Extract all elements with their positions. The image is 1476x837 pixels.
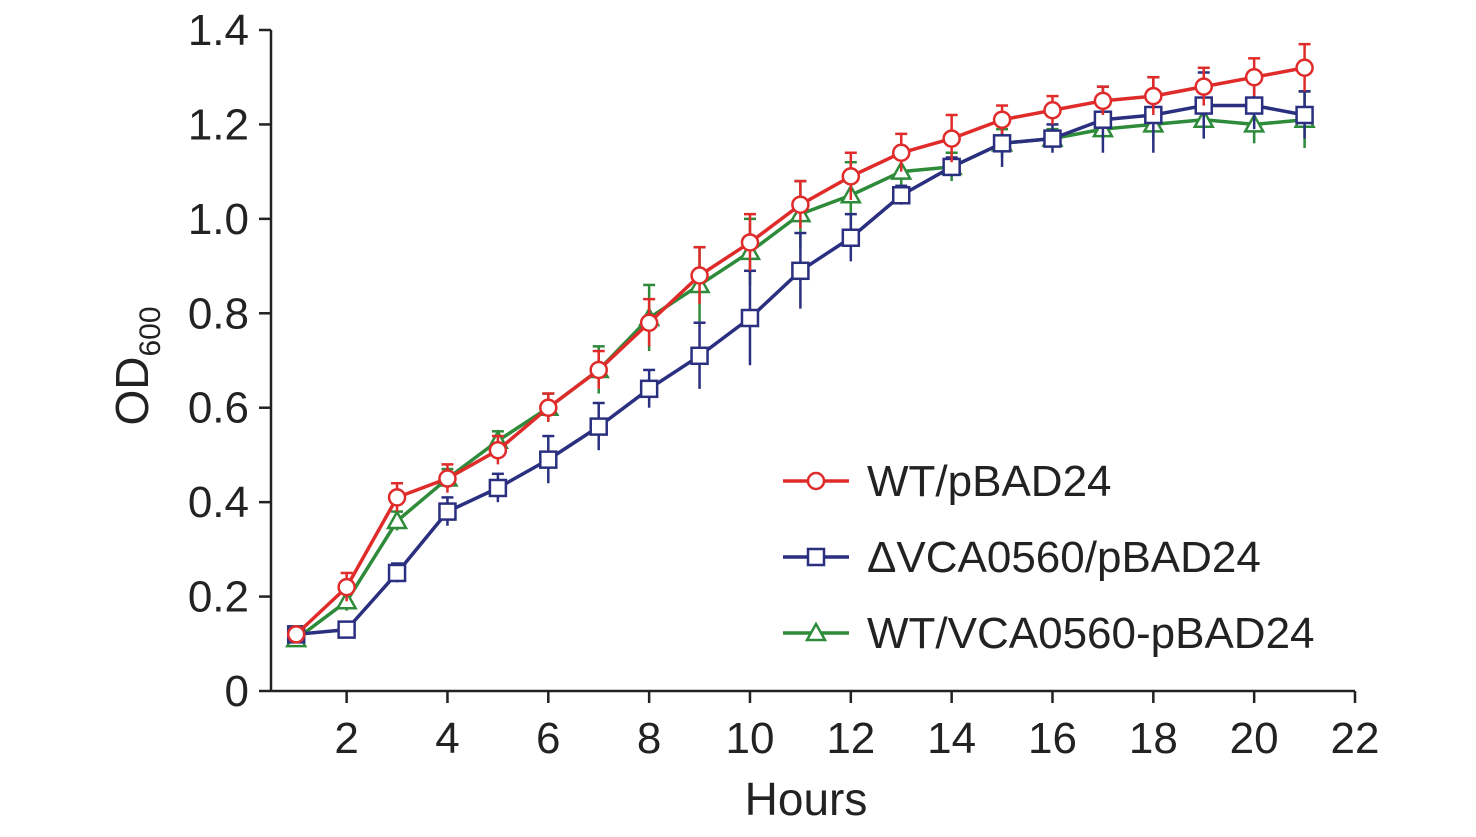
x-tick-label: 6 [536, 714, 560, 763]
data-point [942, 129, 961, 148]
data-point [791, 261, 810, 281]
data-point [740, 308, 760, 328]
y-axis-title-main: OD [106, 357, 158, 426]
data-point [1295, 58, 1314, 78]
data-point [992, 134, 1012, 153]
data-point [539, 450, 558, 469]
series-circle [286, 42, 1314, 644]
legend-marker [804, 621, 828, 642]
data-point [791, 195, 810, 214]
legend-marker [806, 547, 826, 567]
x-tick-label: 8 [637, 714, 661, 763]
x-tick-label: 4 [435, 714, 459, 763]
x-tick-label: 2 [334, 714, 358, 763]
data-point [385, 509, 409, 530]
series-layer [285, 42, 1316, 648]
legend-label: WT/pBAD24 [867, 457, 1112, 506]
data-point [1144, 86, 1163, 106]
y-tick-label: 0 [225, 667, 249, 716]
data-point [690, 266, 709, 285]
y-tick-label: 1.4 [188, 6, 249, 55]
y-tick-label: 0.2 [188, 573, 249, 622]
y-axis-title: OD600 [106, 306, 167, 425]
data-point [387, 488, 407, 507]
legend-marker [806, 471, 826, 491]
data-point [992, 110, 1012, 129]
data-point [387, 563, 407, 583]
data-point [1244, 67, 1264, 87]
x-axis-title: Hours [745, 773, 868, 825]
y-ticks: 0 0.2 0.4 0.6 0.8 1.0 1.2 1.4 [188, 6, 271, 716]
x-tick-label: 16 [1028, 714, 1077, 763]
data-point [438, 469, 457, 488]
y-tick-label: 1.0 [188, 195, 249, 244]
data-point [589, 417, 608, 436]
legend-item: ΔVCA0560/pBAD24 [783, 533, 1261, 582]
x-tick-label: 10 [726, 714, 775, 763]
y-axis-title-subscript: 600 [134, 306, 167, 356]
data-point [438, 502, 457, 521]
axes [269, 30, 1355, 693]
data-point [1093, 91, 1113, 111]
data-point [639, 379, 659, 399]
data-point [639, 313, 659, 332]
data-point [337, 577, 356, 597]
data-point [488, 478, 508, 498]
x-tick-label: 12 [826, 714, 875, 763]
data-point [740, 233, 760, 252]
x-tick-label: 20 [1230, 714, 1279, 763]
data-point [841, 228, 861, 247]
data-point [488, 440, 508, 460]
x-ticks: 2 4 6 8 10 12 14 16 18 20 22 [334, 691, 1379, 763]
legend-label: WT/VCA0560-pBAD24 [867, 609, 1315, 658]
data-point [891, 186, 911, 205]
x-tick-label: 14 [927, 714, 976, 763]
data-point [286, 625, 306, 644]
data-point [1295, 105, 1314, 125]
data-point [690, 346, 709, 366]
legend: WT/pBAD24 ΔVCA0560/pBAD24 WT/VCA0560-pBAD2… [783, 457, 1315, 658]
y-tick-label: 0.4 [188, 478, 249, 527]
data-point [337, 620, 356, 639]
data-point [891, 143, 911, 163]
data-point [1244, 96, 1264, 115]
series-square [286, 71, 1314, 644]
data-point [539, 398, 558, 417]
data-point [589, 360, 608, 380]
legend-item: WT/pBAD24 [783, 457, 1112, 506]
data-point [1194, 77, 1213, 96]
y-tick-label: 1.2 [188, 100, 249, 149]
legend-item: WT/VCA0560-pBAD24 [783, 609, 1315, 658]
legend-label: ΔVCA0560/pBAD24 [867, 533, 1261, 582]
y-tick-label: 0.8 [188, 289, 249, 338]
x-tick-label: 22 [1331, 714, 1380, 763]
data-point [1043, 129, 1062, 148]
y-tick-label: 0.6 [188, 384, 249, 433]
x-tick-label: 18 [1129, 714, 1178, 763]
data-point [841, 167, 861, 186]
data-point [1043, 101, 1062, 120]
y-axis-title-group: OD600 [106, 306, 167, 425]
